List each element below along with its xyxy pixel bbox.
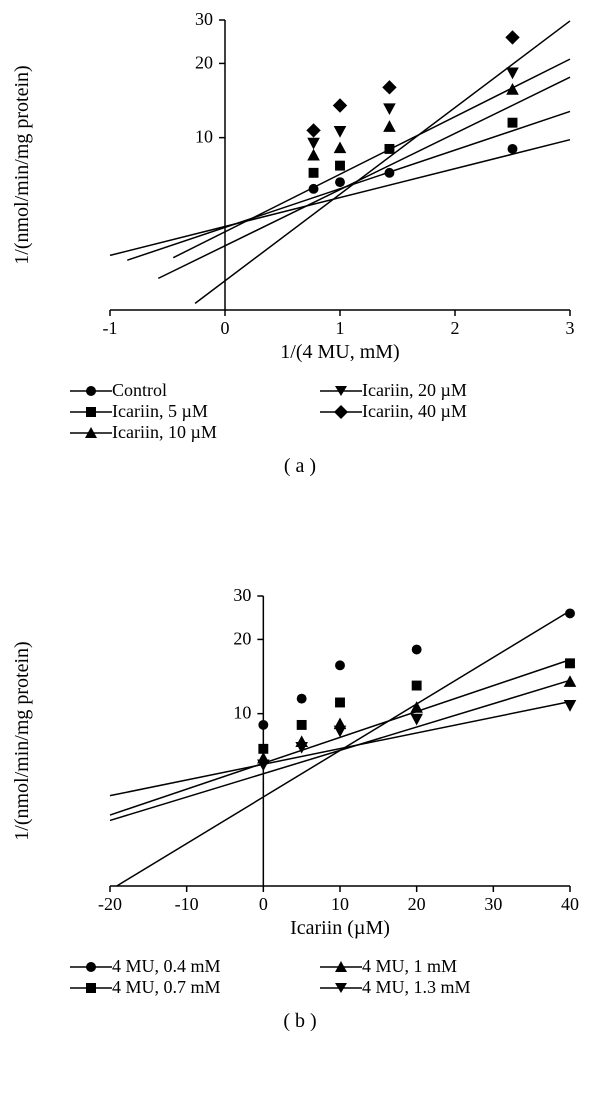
svg-text:1/(4 MU, mM): 1/(4 MU, mM) xyxy=(280,341,399,363)
svg-text:1/(nmol/min/mg protein): 1/(nmol/min/mg protein) xyxy=(11,641,33,840)
svg-text:20: 20 xyxy=(408,894,426,914)
legend-a: Control Icariin, 20 µM Icariin, 5 µM Ica… xyxy=(0,370,600,443)
svg-text:10: 10 xyxy=(195,127,213,147)
svg-text:-10: -10 xyxy=(175,894,199,914)
legend-label: 4 MU, 0.4 mM xyxy=(112,956,221,977)
legend-label: 4 MU, 1.3 mM xyxy=(362,977,471,998)
panel-b-label: ( b ) xyxy=(0,1010,600,1033)
svg-text:0: 0 xyxy=(259,894,268,914)
legend-marker-tridown xyxy=(320,382,362,400)
legend-label: Icariin, 10 µM xyxy=(112,422,217,443)
svg-text:2: 2 xyxy=(451,318,460,338)
panel-a: -1 0 1 2 3 10 20 30 1/(4 MU, mM) 1/(nmol/min/mg p… xyxy=(0,0,600,556)
svg-text:-20: -20 xyxy=(98,894,122,914)
legend-marker-diamond xyxy=(320,403,362,421)
legend-marker-circle xyxy=(70,382,112,400)
legend-label: 4 MU, 0.7 mM xyxy=(112,977,221,998)
legend-marker-square xyxy=(70,979,112,997)
svg-text:30: 30 xyxy=(484,894,502,914)
chart-a: -1 0 1 2 3 10 20 30 1/(4 MU, mM) 1/(nmol/min/mg p… xyxy=(0,0,600,370)
panel-a-label: ( a ) xyxy=(0,455,600,478)
svg-text:10: 10 xyxy=(331,894,349,914)
figure-page: -101231020301/(4 MU, mM)1/(nmol/min/mg p… xyxy=(0,0,600,1113)
svg-text:30: 30 xyxy=(195,9,213,29)
legend-marker-triup xyxy=(70,424,112,442)
legend-b: 4 MU, 0.4 mM 4 MU, 1 mM 4 MU, 0.7 mM 4 M… xyxy=(0,946,600,998)
chart-b: -20 -10 0 10 20 30 40 10 20 30 Icariin (µM) 1/(nmol… xyxy=(0,576,600,946)
svg-text:20: 20 xyxy=(195,52,213,72)
svg-text:3: 3 xyxy=(566,318,575,338)
legend-marker-triup xyxy=(320,958,362,976)
svg-text:10: 10 xyxy=(233,703,251,723)
legend-label: Control xyxy=(112,380,167,401)
svg-text:1/(nmol/min/mg protein): 1/(nmol/min/mg protein) xyxy=(11,65,33,264)
legend-label: Icariin, 40 µM xyxy=(362,401,467,422)
svg-text:1: 1 xyxy=(336,318,345,338)
legend-marker-circle xyxy=(70,958,112,976)
svg-text:0: 0 xyxy=(221,318,230,338)
svg-text:20: 20 xyxy=(233,628,251,648)
legend-marker-tridown xyxy=(320,979,362,997)
svg-text:-1: -1 xyxy=(103,318,118,338)
svg-text:40: 40 xyxy=(561,894,579,914)
svg-text:30: 30 xyxy=(233,585,251,605)
legend-marker-square xyxy=(70,403,112,421)
svg-text:Icariin (µM): Icariin (µM) xyxy=(290,917,390,939)
legend-label: Icariin, 5 µM xyxy=(112,401,208,422)
legend-label: Icariin, 20 µM xyxy=(362,380,467,401)
legend-label: 4 MU, 1 mM xyxy=(362,956,457,977)
panel-b: -20 -10 0 10 20 30 40 10 20 30 Icariin (µM) 1/(nmol… xyxy=(0,576,600,1113)
